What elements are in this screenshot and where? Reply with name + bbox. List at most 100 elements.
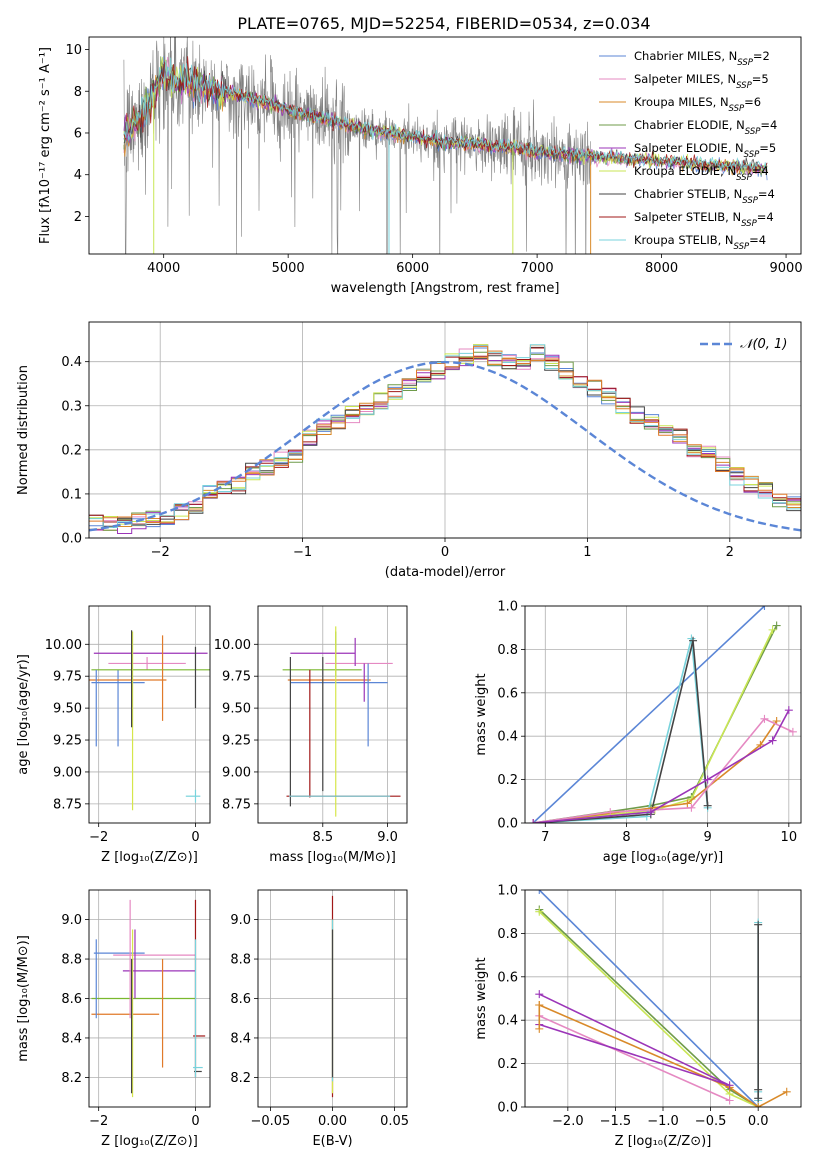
panel-weight_vs_age: 7 8 9 10 0.0 0.2 0.4 0.6 0.8 1.0 age [log₁₀(age/yr… (474, 600, 802, 865)
x-axis-label: mass [log₁₀(M/M⊙)] (269, 850, 396, 865)
y-tick-label: 0.8 (497, 927, 518, 942)
x-tick-label: 0.0 (748, 1114, 769, 1129)
y-tick-label: 0.4 (497, 730, 518, 745)
x-tick-label: −1.0 (647, 1114, 679, 1129)
legend-entry: Chabrier MILES, NSSP=2 (634, 49, 770, 68)
y-tick-label: 0.2 (61, 443, 82, 458)
marker (529, 819, 538, 823)
marker (754, 1094, 763, 1103)
marker (725, 1081, 734, 1090)
x-tick-label: −0.5 (695, 1114, 727, 1129)
mass-weight-line (533, 640, 709, 823)
panel-age_vs_Z: −2 0 8.75 9.00 9.25 9.50 9.75 10.00 Z [log₁₀(Z/Z… (16, 605, 211, 865)
mass-weight-line (538, 1015, 730, 1102)
plot-area-weight_vs_age (529, 606, 797, 823)
marker (687, 803, 696, 812)
plot-area-weight_vs_Z (535, 890, 791, 1107)
marker (782, 1087, 791, 1096)
x-tick-label: 2 (726, 545, 734, 560)
x-axis-label: (data-model)/error (385, 565, 506, 580)
marker (788, 727, 797, 736)
y-tick-label: 9.50 (222, 702, 251, 717)
figure-title: PLATE=0765, MJD=52254, FIBERID=0534, z=0… (237, 14, 650, 33)
marker (535, 1024, 544, 1033)
marker (760, 714, 769, 723)
y-tick-label: 0.8 (497, 643, 518, 658)
y-tick-label: 2 (74, 210, 82, 225)
mass-weight-line (538, 1004, 788, 1107)
y-axis-label: age [log₁₀(age/yr)] (16, 654, 31, 775)
x-tick-label: 7 (541, 830, 549, 845)
axes-frame (88, 36, 802, 255)
x-tick-label: 9.0 (377, 830, 398, 845)
marker (606, 808, 615, 817)
legend-subscript: SSP (736, 81, 752, 91)
residual-histogram (89, 344, 801, 531)
legend-subscript: SSP (742, 196, 758, 206)
legend-subscript: SSP (745, 127, 761, 137)
model-spectrum (123, 57, 768, 172)
x-tick-label: 8 (622, 830, 630, 845)
legend-subscript: SSP (737, 58, 753, 68)
x-tick-label: −2 (89, 1114, 108, 1129)
y-tick-label: 9.00 (222, 765, 251, 780)
x-tick-label: 0 (191, 1114, 199, 1129)
x-tick-label: 9000 (770, 261, 803, 276)
y-tick-label: 0.0 (61, 532, 82, 547)
legend-subscript: SSP (729, 104, 745, 114)
marker (703, 801, 712, 810)
legend-entry: 𝒩(0, 1) (740, 337, 787, 352)
axes-frame (88, 605, 211, 824)
legend-subscript: SSP (741, 219, 757, 229)
axes-frame (524, 605, 802, 824)
y-tick-label: 8.2 (61, 1071, 82, 1086)
panel-age_vs_mass: 8.5 9.0 8.75 9.00 9.25 9.50 9.75 10.00 mass [log… (214, 605, 408, 865)
axes-frame (257, 605, 408, 824)
y-tick-label: 8.8 (61, 953, 82, 968)
legend-entry: Salpeter STELIB, NSSP=4 (634, 210, 774, 229)
marker (754, 1085, 763, 1094)
x-tick-label: 5000 (272, 261, 305, 276)
marker (772, 621, 781, 630)
x-tick-label: 9 (704, 830, 712, 845)
y-tick-label: 10.00 (214, 638, 251, 653)
y-tick-label: 1.0 (497, 600, 518, 615)
marker (535, 890, 544, 894)
legend-subscript: SSP (744, 150, 760, 160)
y-tick-label: 8.6 (61, 992, 82, 1007)
legend-entry: Kroupa STELIB, NSSP=4 (634, 233, 766, 252)
y-axis-label: Flux [fλ10⁻¹⁷ erg cm⁻² s⁻¹ A⁻¹] (38, 47, 53, 244)
y-tick-label: 4 (74, 168, 82, 183)
x-axis-label: Z [log₁₀(Z/Z⊙)] (101, 1134, 198, 1149)
panel-residuals: −2 −1 0 1 2 0.0 0.1 0.2 0.3 0.4 (data-model)/error… (16, 321, 802, 580)
marker (768, 625, 777, 634)
marker (784, 706, 793, 715)
panel-spectrum: 4000 5000 6000 7000 8000 9000 2 4 6 8 10 wavelength… (38, 36, 803, 296)
plot-area-age_vs_mass (282, 626, 401, 817)
y-tick-label: 0.4 (61, 355, 82, 370)
y-tick-label: 9.25 (53, 734, 82, 749)
x-tick-label: −0.05 (250, 1114, 290, 1129)
x-axis-label: Z [log₁₀(Z/Z⊙)] (615, 1134, 712, 1149)
y-tick-label: 0.3 (61, 399, 82, 414)
x-axis-label: E(B-V) (312, 1134, 352, 1149)
plot-area-residuals (89, 344, 801, 534)
panel-weight_vs_Z: −2.0 −1.5 −1.0 −0.5 0.0 0.0 0.2 0.4 0.6 0.8 1.0 Z [… (474, 884, 802, 1149)
x-axis-label: age [log₁₀(age/yr)] (603, 850, 724, 865)
x-tick-label: 10 (781, 830, 798, 845)
y-tick-label: 9.25 (222, 734, 251, 749)
plot-area-mass_vs_Z (91, 899, 206, 1098)
x-tick-label: −2.0 (552, 1114, 584, 1129)
y-tick-label: 0.0 (497, 1101, 518, 1116)
x-tick-label: −1 (293, 545, 312, 560)
marker (689, 636, 698, 645)
y-tick-label: 0.6 (497, 970, 518, 985)
y-tick-label: 9.00 (53, 765, 82, 780)
x-tick-label: 0.05 (380, 1114, 409, 1129)
residual-histogram (89, 346, 801, 527)
y-tick-label: 8.75 (222, 797, 251, 812)
y-tick-label: 8 (74, 85, 82, 100)
marker (535, 1001, 544, 1010)
y-tick-label: 0.2 (497, 773, 518, 788)
